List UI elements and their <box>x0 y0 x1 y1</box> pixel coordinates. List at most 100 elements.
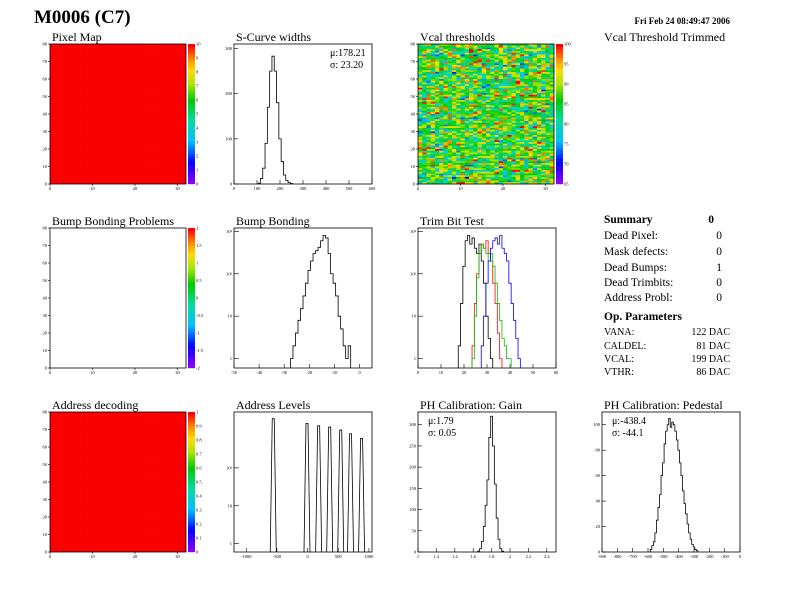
heatmap-cell <box>477 44 482 46</box>
colorbar-label: 0.5 <box>196 278 202 283</box>
heatmap-cell <box>507 77 512 80</box>
heatmap-cell <box>490 45 495 48</box>
heatmap-cell <box>490 117 495 120</box>
heatmap-cell <box>503 98 508 101</box>
heatmap-cell <box>545 51 550 53</box>
heatmap-cell <box>507 58 512 60</box>
heatmap-cell <box>464 133 470 136</box>
heatmap-cell <box>435 140 440 143</box>
heatmap-cell <box>541 66 546 69</box>
heatmap-cell <box>418 79 423 81</box>
heatmap-cell <box>494 122 499 125</box>
heatmap-cell <box>511 161 516 164</box>
y-tick-label: 200 <box>409 465 417 470</box>
heatmap-cell <box>422 89 427 92</box>
heatmap-cell <box>507 156 512 158</box>
heatmap-cell <box>430 54 436 57</box>
heatmap-cell <box>422 58 427 60</box>
heatmap-cell <box>426 114 431 116</box>
heatmap-cell <box>545 180 550 183</box>
heatmap-cell <box>528 54 533 57</box>
heatmap-cell <box>528 79 533 81</box>
heatmap-cell <box>507 178 512 181</box>
heatmap-cell <box>430 173 436 176</box>
heatmap-cell <box>435 145 440 148</box>
heatmap-cell <box>422 47 427 50</box>
heatmap-cell <box>490 170 495 172</box>
heatmap-cell <box>541 84 546 87</box>
heatmap-cell <box>507 126 512 129</box>
heatmap-cell <box>490 82 495 85</box>
heatmap-cell <box>541 96 546 99</box>
colorbar-cell <box>188 58 195 61</box>
heatmap-cell <box>430 49 436 52</box>
heatmap-cell <box>435 44 440 46</box>
heatmap-cell <box>549 129 555 132</box>
heatmap-cell <box>528 107 533 109</box>
colorbar-cell <box>188 356 195 360</box>
heatmap-cell <box>456 131 461 134</box>
heatmap-cell <box>443 129 448 132</box>
heatmap-cell <box>494 91 499 94</box>
heatmap-cell <box>537 145 542 148</box>
heatmap-cell <box>503 173 508 176</box>
heatmap-cell <box>452 66 457 69</box>
colorbar-cell <box>188 261 195 265</box>
y-tick-label: 40 <box>43 480 48 485</box>
heatmap-cell <box>473 70 478 73</box>
heatmap-cell <box>452 91 457 94</box>
heatmap-cell <box>464 121 470 123</box>
heatmap-cell <box>511 154 516 157</box>
heatmap-cell <box>541 59 546 62</box>
colorbar-cell <box>188 253 195 257</box>
heatmap-cell <box>473 105 478 108</box>
colorbar-label: 0.4 <box>196 494 202 499</box>
colorbar-cell <box>188 77 195 81</box>
heatmap-cell <box>549 63 555 66</box>
heatmap-cell <box>418 108 423 111</box>
x-tick-label: 10 <box>458 186 463 191</box>
heatmap-cell <box>494 73 499 76</box>
heatmap-cell <box>515 114 521 116</box>
heatmap-cell <box>422 138 427 141</box>
heatmap-cell <box>507 54 512 57</box>
heatmap-cell <box>511 170 516 172</box>
heatmap-cell <box>524 182 529 185</box>
heatmap-cell <box>447 54 453 57</box>
colorbar-cell <box>556 58 563 61</box>
heatmap-cell <box>511 89 516 92</box>
heatmap-cell <box>481 142 487 144</box>
heatmap-cell <box>481 52 487 55</box>
heatmap-cell <box>549 119 555 122</box>
heatmap-cell <box>481 47 487 50</box>
heatmap-cell <box>524 103 529 106</box>
heatmap-cell <box>537 98 542 101</box>
heatmap-cell <box>456 91 461 94</box>
heatmap-cell <box>507 44 512 46</box>
x-tick-label: -700 <box>629 554 638 559</box>
heatmap-cell <box>426 49 431 52</box>
heatmap-cell <box>537 159 542 162</box>
heatmap-cell <box>494 143 499 146</box>
heatmap-cell <box>537 94 542 97</box>
heatmap-cell <box>520 103 525 106</box>
colorbar-cell <box>556 100 563 103</box>
heatmap-cell <box>511 61 516 64</box>
heatmap-cell <box>494 115 499 118</box>
x-tick-label: 1 <box>417 554 419 559</box>
heatmap-cell <box>511 105 516 108</box>
colorbar-cell <box>556 44 563 47</box>
colorbar-cell <box>188 348 195 352</box>
heatmap-cell <box>456 100 461 102</box>
summary-value: 1 <box>716 262 722 274</box>
heatmap-cell <box>473 56 478 59</box>
heatmap-cell <box>549 131 555 134</box>
heatmap-cell <box>477 103 482 106</box>
heatmap-cell <box>426 93 431 95</box>
heatmap-cell <box>507 128 512 130</box>
heatmap-cell <box>511 164 516 167</box>
heatmap-cell <box>524 114 529 116</box>
heatmap-cell <box>430 93 436 95</box>
heatmap-cell <box>494 84 499 87</box>
heatmap-cell <box>520 131 525 134</box>
